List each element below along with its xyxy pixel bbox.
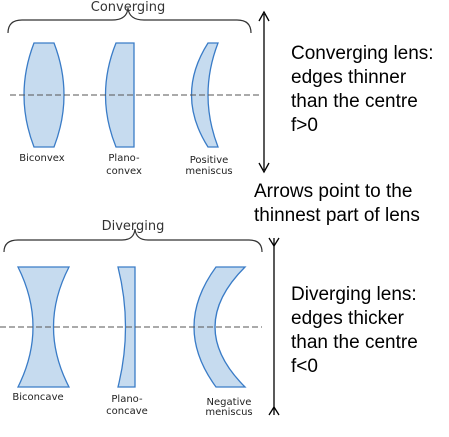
diverging-double-arrow: [268, 237, 280, 416]
diverging-title: Diverging: [102, 219, 165, 234]
arrows-note-line2: thinnest part of lens: [254, 205, 420, 226]
diverging-note: Diverging lens: edges thicker than the c…: [291, 283, 418, 379]
negative-meniscus-lens: [193, 266, 247, 388]
positive-meniscus-label-line2: meniscus: [185, 166, 232, 177]
diverging-note-line1: Diverging lens:: [291, 284, 417, 305]
converging-note-line4: f>0: [291, 115, 318, 136]
negative-meniscus-label-line1: Negative: [207, 397, 252, 408]
biconvex-lens: [23, 42, 65, 148]
converging-note-line3: than the centre: [291, 91, 418, 112]
plano-convex-label-line1: Plano-: [108, 153, 140, 164]
arrows-note: Arrows point to the thinnest part of len…: [254, 180, 420, 228]
diverging-note-line3: than the centre: [291, 332, 418, 353]
biconcave-label: Biconcave: [12, 392, 63, 403]
plano-convex-label-line2: convex: [106, 166, 142, 177]
converging-double-arrow: [258, 10, 270, 174]
positive-meniscus-label-line1: Positive: [190, 155, 229, 166]
converging-note: Converging lens: edges thinner than the …: [291, 42, 434, 138]
plano-concave-label-line1: Plano-: [111, 394, 143, 405]
diverging-note-line4: f<0: [291, 356, 318, 377]
biconvex-label: Biconvex: [19, 153, 64, 164]
converging-note-line1: Converging lens:: [291, 43, 434, 64]
diverging-brace: [3, 228, 263, 253]
plano-concave-label-line2: concave: [106, 406, 148, 417]
biconcave-lens: [16, 266, 71, 388]
negative-meniscus-label-line2: meniscus: [205, 407, 252, 418]
diverging-note-line2: edges thicker: [291, 308, 405, 329]
arrows-note-line1: Arrows point to the: [254, 181, 413, 202]
converging-brace: [7, 7, 252, 34]
converging-note-line2: edges thinner: [291, 67, 407, 88]
converging-title: Converging: [91, 0, 165, 15]
